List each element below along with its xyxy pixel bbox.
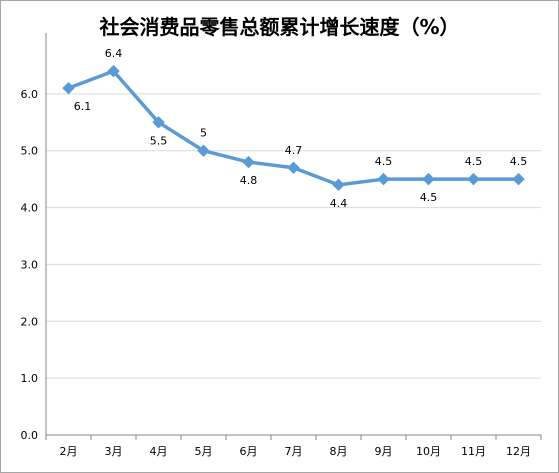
data-point-4 — [242, 155, 255, 169]
y-tick-label-1: 1.0 — [21, 372, 39, 385]
data-point-8 — [422, 172, 435, 186]
y-tick-label-2: 2.0 — [21, 315, 39, 328]
data-label-3: 5 — [200, 127, 207, 140]
y-tick-label-5: 5.0 — [21, 145, 39, 158]
x-tick-label-10: 12月 — [506, 445, 531, 458]
data-point-9 — [467, 172, 480, 186]
data-point-3 — [197, 144, 210, 157]
data-label-4: 4.8 — [240, 174, 258, 187]
x-tick-label-4: 6月 — [240, 445, 258, 458]
x-tick-label-2: 4月 — [150, 445, 168, 458]
data-label-5: 4.7 — [285, 144, 303, 157]
x-tick-label-6: 8月 — [330, 445, 348, 458]
data-label-10: 4.5 — [510, 155, 528, 168]
data-label-0: 6.1 — [74, 100, 92, 113]
data-label-1: 6.4 — [105, 47, 123, 60]
data-label-2: 5.5 — [150, 134, 168, 147]
data-point-10 — [512, 172, 525, 186]
x-tick-label-8: 10月 — [416, 445, 441, 458]
data-label-8: 4.5 — [420, 191, 438, 204]
data-point-5 — [287, 161, 300, 174]
x-tick-label-7: 9月 — [375, 445, 393, 458]
data-label-6: 4.4 — [330, 197, 348, 210]
y-tick-label-4: 4.0 — [21, 202, 39, 215]
y-tick-label-3: 3.0 — [21, 258, 39, 271]
chart-title: 社会消费品零售总额累计增长速度（%） — [99, 15, 460, 39]
data-point-1 — [107, 64, 120, 78]
data-point-7 — [377, 172, 390, 186]
x-tick-label-9: 11月 — [461, 445, 486, 458]
y-tick-label-6: 6.0 — [21, 88, 39, 101]
data-label-7: 4.5 — [375, 155, 393, 168]
x-tick-label-3: 5月 — [195, 445, 213, 458]
x-tick-label-1: 3月 — [105, 445, 123, 458]
data-point-6 — [332, 178, 345, 192]
x-tick-label-0: 2月 — [60, 445, 78, 458]
y-tick-label-0: 0.0 — [21, 429, 39, 442]
data-point-0 — [62, 81, 75, 95]
data-label-9: 4.5 — [465, 155, 483, 168]
data-point-2 — [152, 116, 165, 129]
x-tick-label-5: 7月 — [285, 445, 303, 458]
